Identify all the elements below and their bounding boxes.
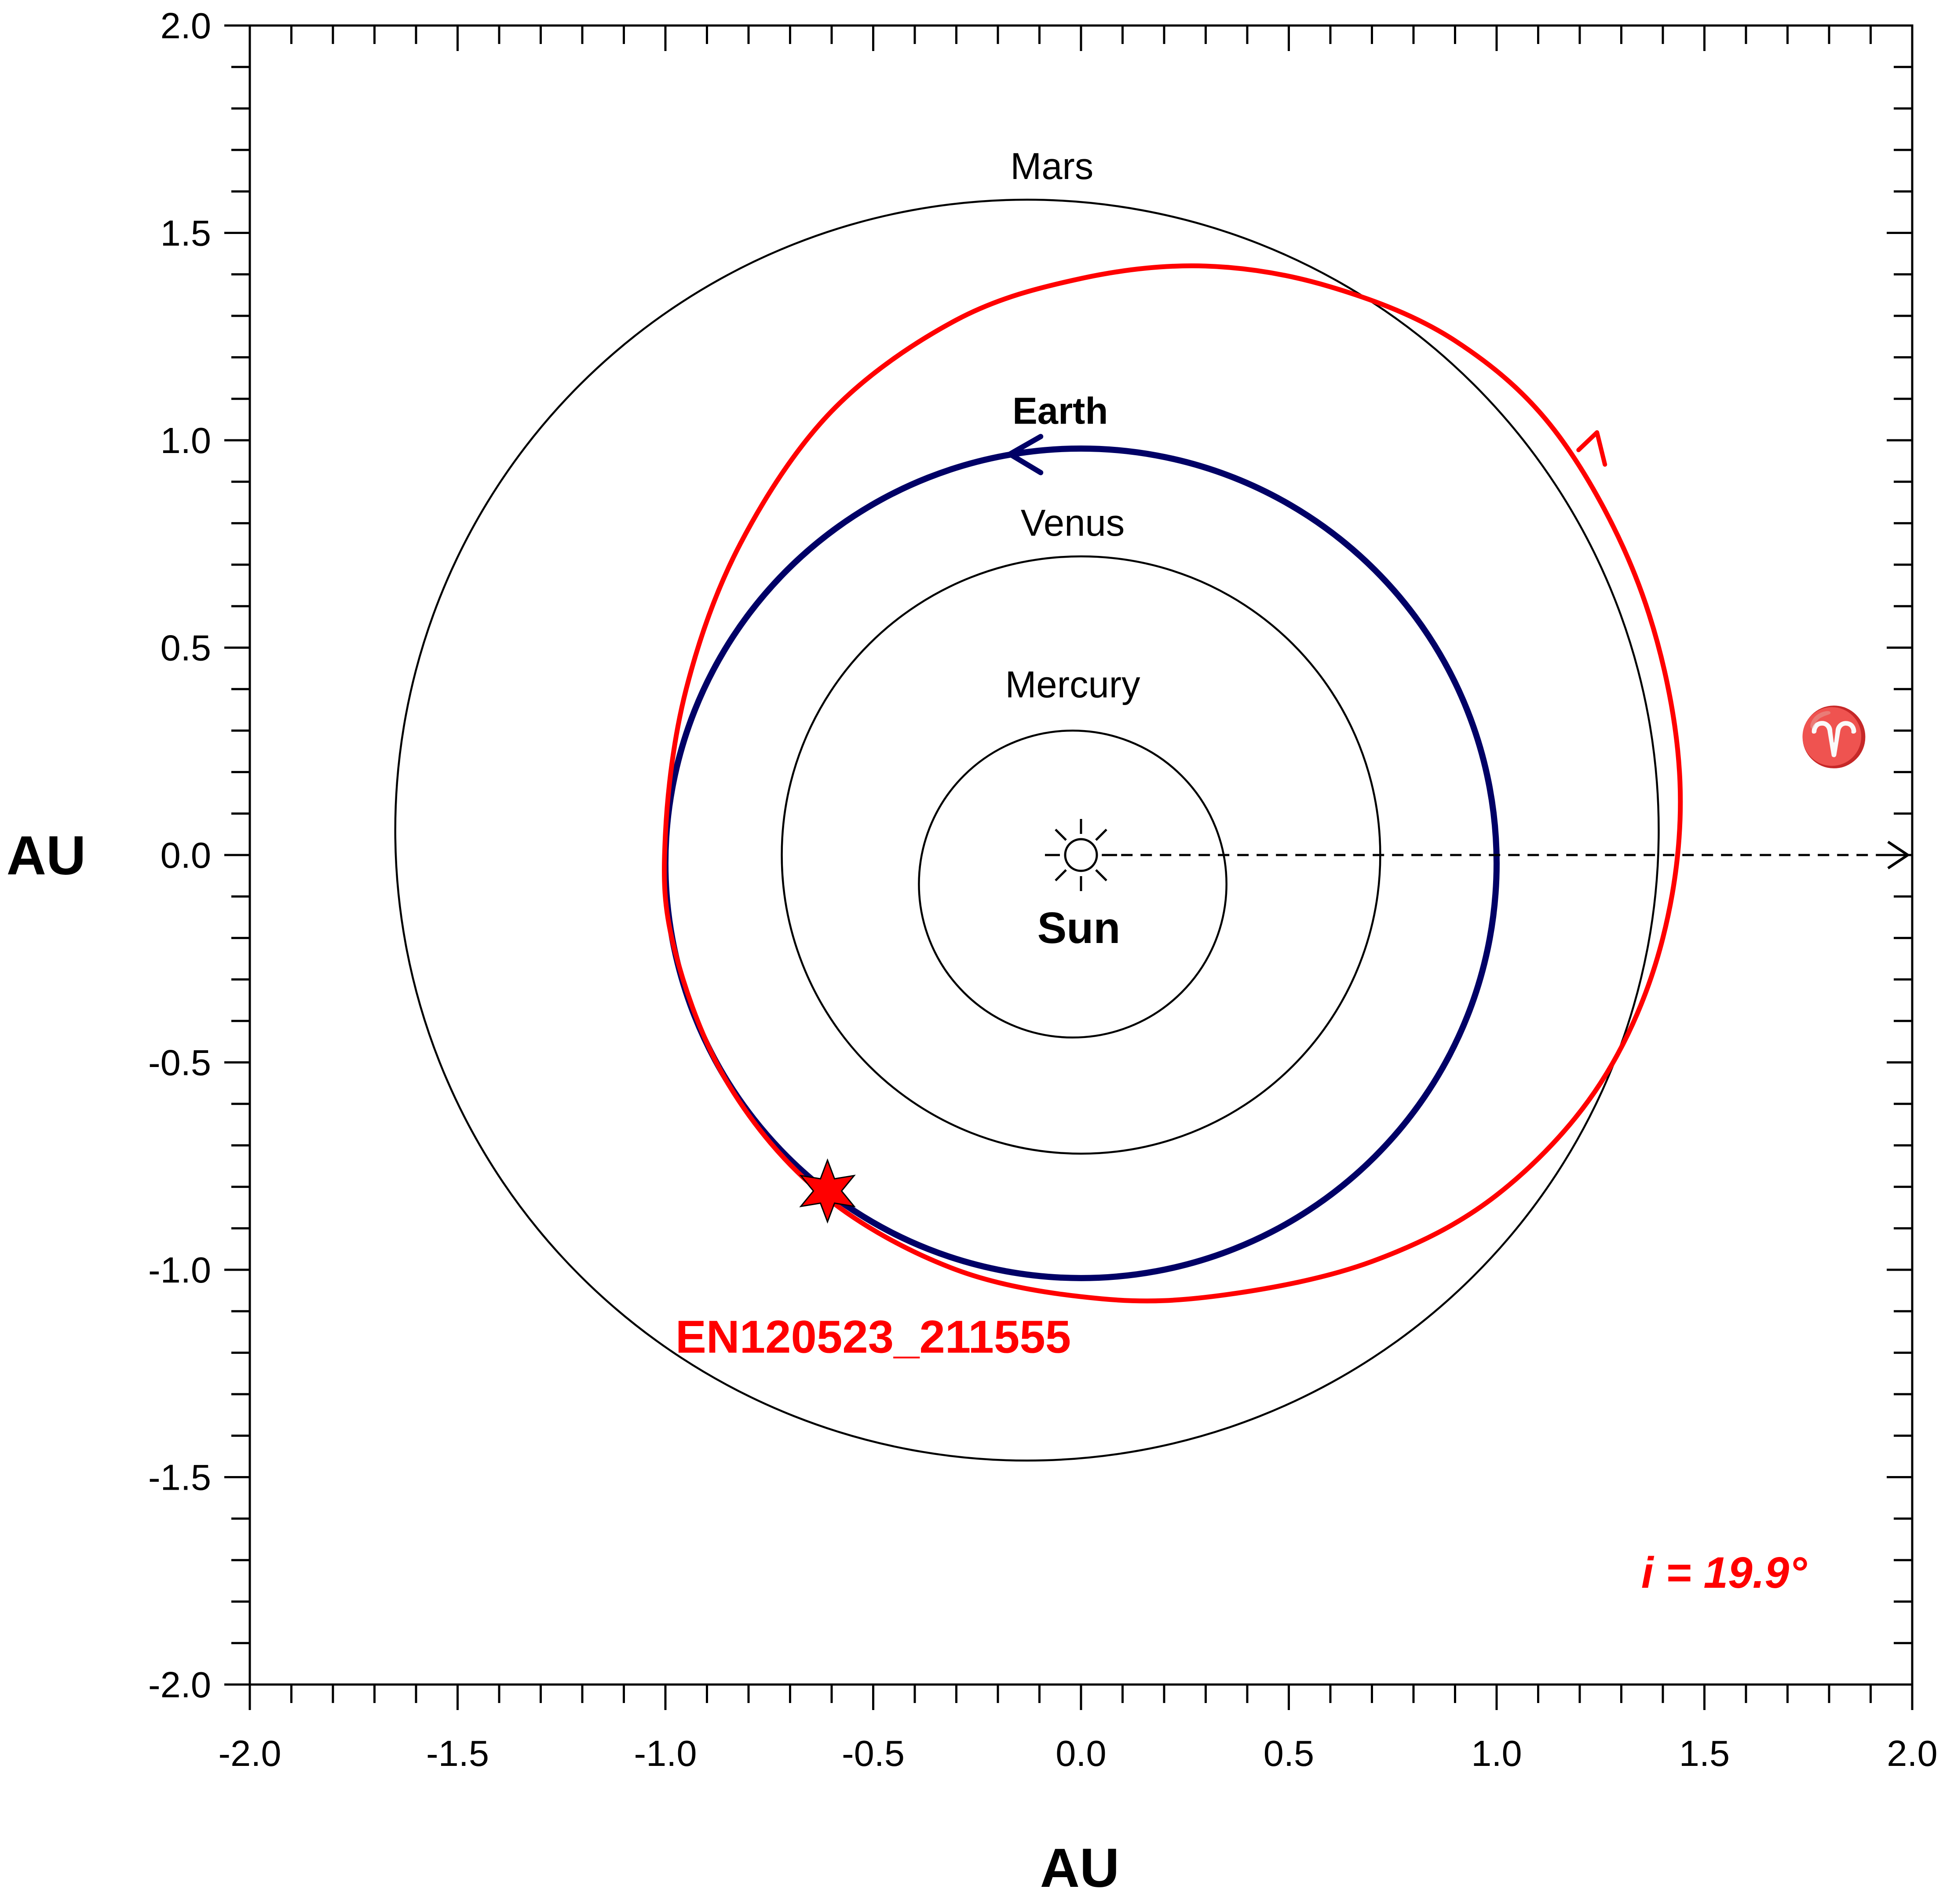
x-tick-label: 0.5 bbox=[1264, 1733, 1314, 1774]
sun-ray bbox=[1095, 829, 1107, 841]
earth-direction-arrow-icon bbox=[1007, 434, 1044, 475]
y-tick-label: 2.0 bbox=[161, 5, 211, 46]
vernal-equinox-symbol: ♈ bbox=[1798, 705, 1870, 769]
y-tick-label: -1.5 bbox=[148, 1457, 211, 1498]
orbit-labels: Mercury Venus Earth Mars EN120523_211555 Sun bbox=[676, 146, 1140, 1363]
x-tick-label: -1.5 bbox=[426, 1733, 489, 1774]
x-tick-label: 0.0 bbox=[1056, 1733, 1106, 1774]
x-tick-label: 1.0 bbox=[1471, 1733, 1522, 1774]
mercury-label: Mercury bbox=[1005, 664, 1140, 706]
meteoroid-orbit bbox=[662, 263, 1683, 1304]
meteoroid-orbit-path bbox=[662, 263, 1683, 1304]
sun-ray bbox=[1055, 829, 1067, 841]
meteoroid-direction-arrow-icon bbox=[1576, 430, 1607, 467]
tick-labels: -2.0 -1.5 -1.0 -0.5 0.0 0.5 1.0 1.5 2.0 2.0 1.5 1.0… bbox=[148, 5, 1938, 1774]
x-tick-label: -0.5 bbox=[842, 1733, 905, 1774]
x-tick-label: -2.0 bbox=[218, 1733, 281, 1774]
sun-symbol-icon bbox=[1045, 819, 1117, 891]
x-axis-title: AU bbox=[1040, 1838, 1120, 1899]
x-tick-label: 2.0 bbox=[1887, 1733, 1937, 1774]
sun-label: Sun bbox=[1037, 903, 1121, 953]
plot-frame bbox=[248, 24, 1914, 1686]
y-axis-title: AU bbox=[7, 825, 86, 886]
y-tick-label: 1.0 bbox=[161, 420, 211, 461]
fall-point-star-icon bbox=[799, 1158, 856, 1224]
y-tick-label: -0.5 bbox=[148, 1042, 211, 1083]
sun-ray bbox=[1095, 869, 1107, 881]
mars-orbit bbox=[394, 198, 1660, 1462]
meteoroid-name-label: EN120523_211555 bbox=[676, 1312, 1071, 1363]
mercury-orbit bbox=[918, 729, 1228, 1039]
x-tick-label: -1.0 bbox=[634, 1733, 697, 1774]
venus-label: Venus bbox=[1021, 502, 1125, 544]
inclination-label: i = 19.9° bbox=[1641, 1548, 1807, 1597]
planet-orbits bbox=[394, 198, 1660, 1462]
y-tick-label: -2.0 bbox=[148, 1664, 211, 1705]
x-tick-label: 1.5 bbox=[1679, 1733, 1730, 1774]
y-tick-label: 0.0 bbox=[161, 835, 211, 876]
sun-ray bbox=[1055, 869, 1067, 881]
y-tick-label: 0.5 bbox=[161, 628, 211, 669]
y-tick-label: 1.5 bbox=[161, 213, 211, 254]
earth-label: Earth bbox=[1012, 390, 1108, 432]
sun-disc bbox=[1064, 838, 1098, 872]
mars-label: Mars bbox=[1010, 146, 1093, 187]
y-tick-label: -1.0 bbox=[148, 1250, 211, 1290]
